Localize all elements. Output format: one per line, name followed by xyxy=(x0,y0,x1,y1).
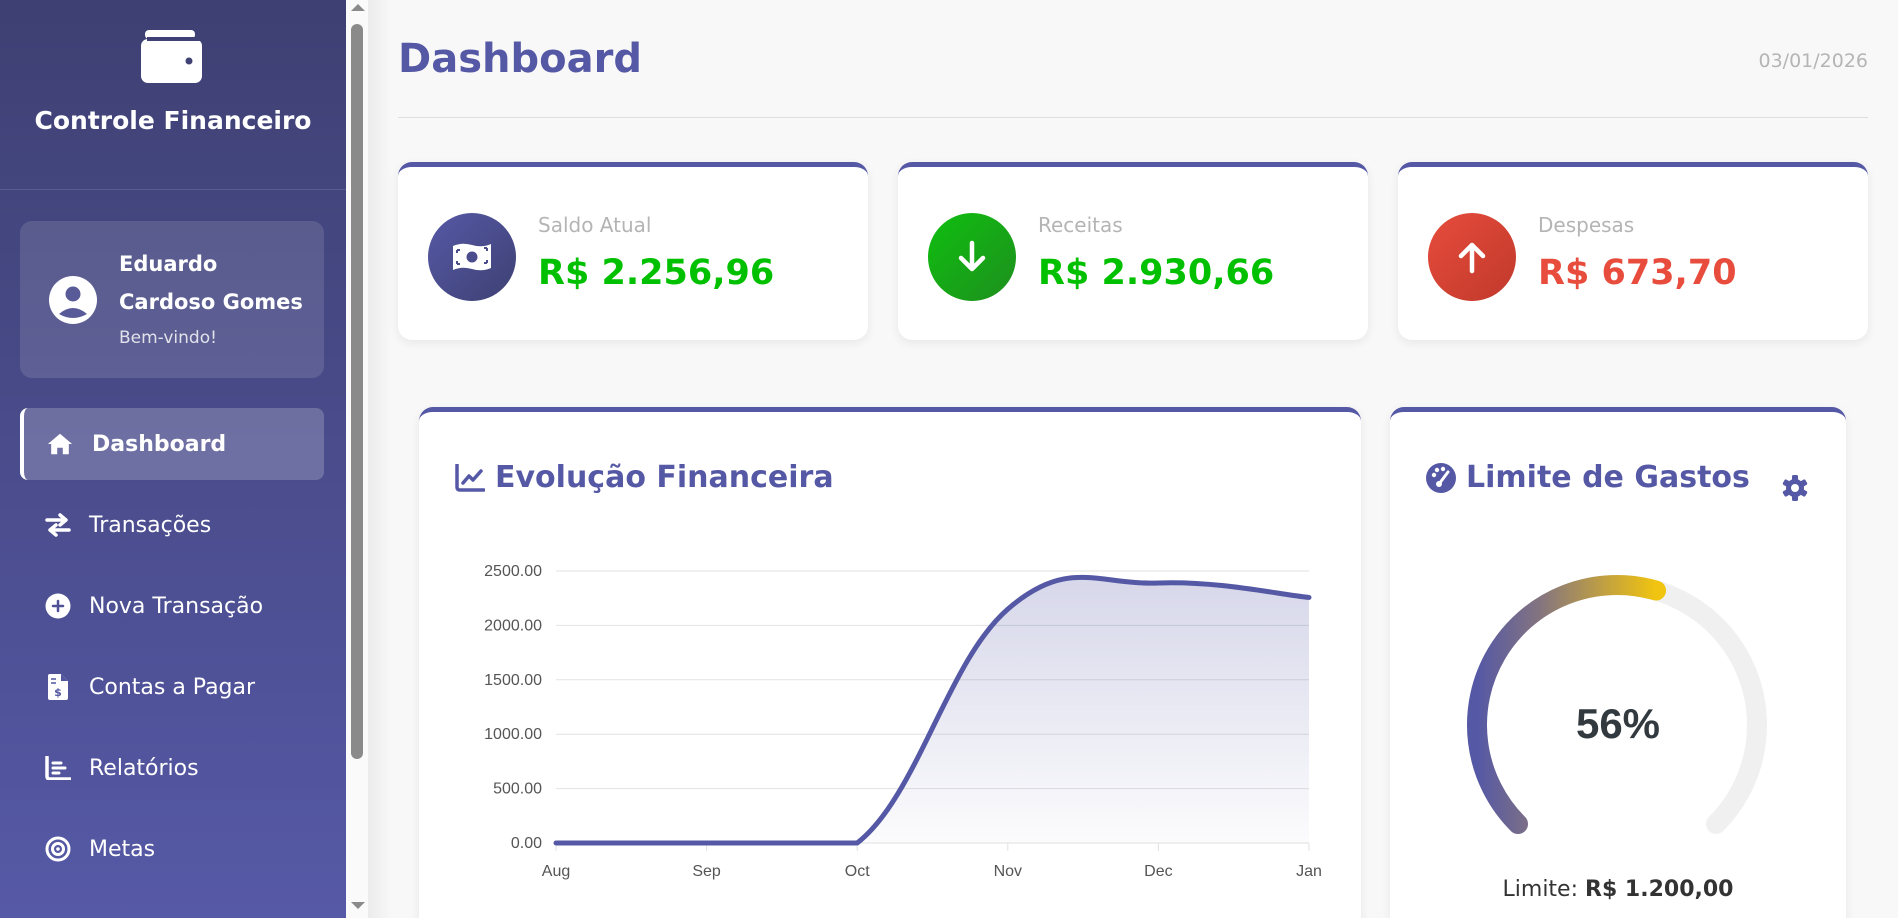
scrollbar-thumb[interactable] xyxy=(351,24,363,759)
stat-card-receitas: Receitas R$ 2.930,66 xyxy=(898,162,1368,340)
brand-title: Controle Financeiro xyxy=(34,106,312,135)
sidebar-item-metas[interactable]: Metas xyxy=(20,813,324,885)
sidebar-item-dashboard[interactable]: Dashboard xyxy=(20,408,324,480)
sidebar-item-transacoes[interactable]: Transações xyxy=(20,489,324,561)
sidebar-item-label: Dashboard xyxy=(92,431,227,457)
target-icon xyxy=(45,836,71,862)
limit-prefix: Limite: xyxy=(1502,877,1579,902)
gauge-percent: 56% xyxy=(1575,700,1661,747)
stat-label: Saldo Atual xyxy=(538,213,652,237)
evolution-title-text: Evolução Financeira xyxy=(495,460,834,495)
limit-title-text: Limite de Gastos xyxy=(1466,460,1750,495)
limit-title: Limite de Gastos xyxy=(1426,460,1750,495)
evolution-title: Evolução Financeira xyxy=(455,460,834,495)
evolution-chart-card: Evolução Financeira xyxy=(419,407,1361,918)
stat-value-saldo: R$ 2.256,96 xyxy=(538,253,775,293)
sidebar-item-label: Relatórios xyxy=(89,755,199,781)
invoice-dollar-icon: $ xyxy=(45,674,71,700)
page-title: Dashboard xyxy=(398,36,642,82)
arrow-down-icon xyxy=(928,213,1016,301)
sidebar-item-label: Transações xyxy=(89,512,212,538)
stat-card-despesas: Despesas R$ 673,70 xyxy=(1398,162,1868,340)
user-card: Eduardo Cardoso Gomes Bem-vindo! xyxy=(20,221,324,378)
svg-text:$: $ xyxy=(54,686,62,699)
current-date: 03/01/2026 xyxy=(1758,50,1868,72)
arrow-up-icon xyxy=(1428,213,1516,301)
header-divider xyxy=(398,117,1868,118)
money-bill-icon xyxy=(428,213,516,301)
stat-card-saldo: Saldo Atual R$ 2.256,96 xyxy=(398,162,868,340)
gear-icon xyxy=(1781,474,1809,506)
scroll-up-arrow-icon[interactable] xyxy=(351,4,365,11)
sidebar-item-relatorios[interactable]: Relatórios xyxy=(20,732,324,804)
sidebar: Controle Financeiro Eduardo Cardoso Gome… xyxy=(0,0,346,918)
spending-limit-card: Limite de Gastos xyxy=(1390,407,1846,918)
brand: Controle Financeiro xyxy=(0,0,346,190)
stat-value-receitas: R$ 2.930,66 xyxy=(1038,253,1275,293)
sidebar-item-label: Metas xyxy=(89,836,156,862)
stat-value-despesas: R$ 673,70 xyxy=(1538,253,1737,293)
stat-label: Despesas xyxy=(1538,213,1635,237)
scroll-down-arrow-icon[interactable] xyxy=(351,902,365,909)
stat-label: Receitas xyxy=(1038,213,1123,237)
gauge-icon xyxy=(1426,462,1456,493)
sidebar-scrollbar[interactable] xyxy=(346,0,368,918)
sidebar-item-label: Contas a Pagar xyxy=(89,674,256,700)
sidebar-shadow xyxy=(368,0,392,918)
limit-value: R$ 1.200,00 xyxy=(1585,877,1734,902)
sidebar-nav: Dashboard Transações Nova Transação $ Co… xyxy=(20,408,324,894)
limit-settings-button[interactable] xyxy=(1779,474,1811,506)
bar-chart-icon xyxy=(45,755,71,781)
line-chart-icon xyxy=(455,463,485,492)
plus-circle-icon xyxy=(45,593,71,619)
sidebar-item-label: Nova Transação xyxy=(89,593,264,619)
user-welcome: Bem-vindo! xyxy=(119,328,217,348)
sidebar-item-nova-transacao[interactable]: Nova Transação xyxy=(20,570,324,642)
exchange-arrows-icon xyxy=(45,512,71,538)
sidebar-item-contas-a-pagar[interactable]: $ Contas a Pagar xyxy=(20,651,324,723)
user-name: Eduardo Cardoso Gomes xyxy=(119,252,303,314)
home-icon xyxy=(47,431,73,457)
gauge-limit-text: Limite: R$ 1.200,00 xyxy=(1390,877,1846,902)
wallet-icon xyxy=(141,30,202,83)
user-circle-icon xyxy=(49,276,97,324)
